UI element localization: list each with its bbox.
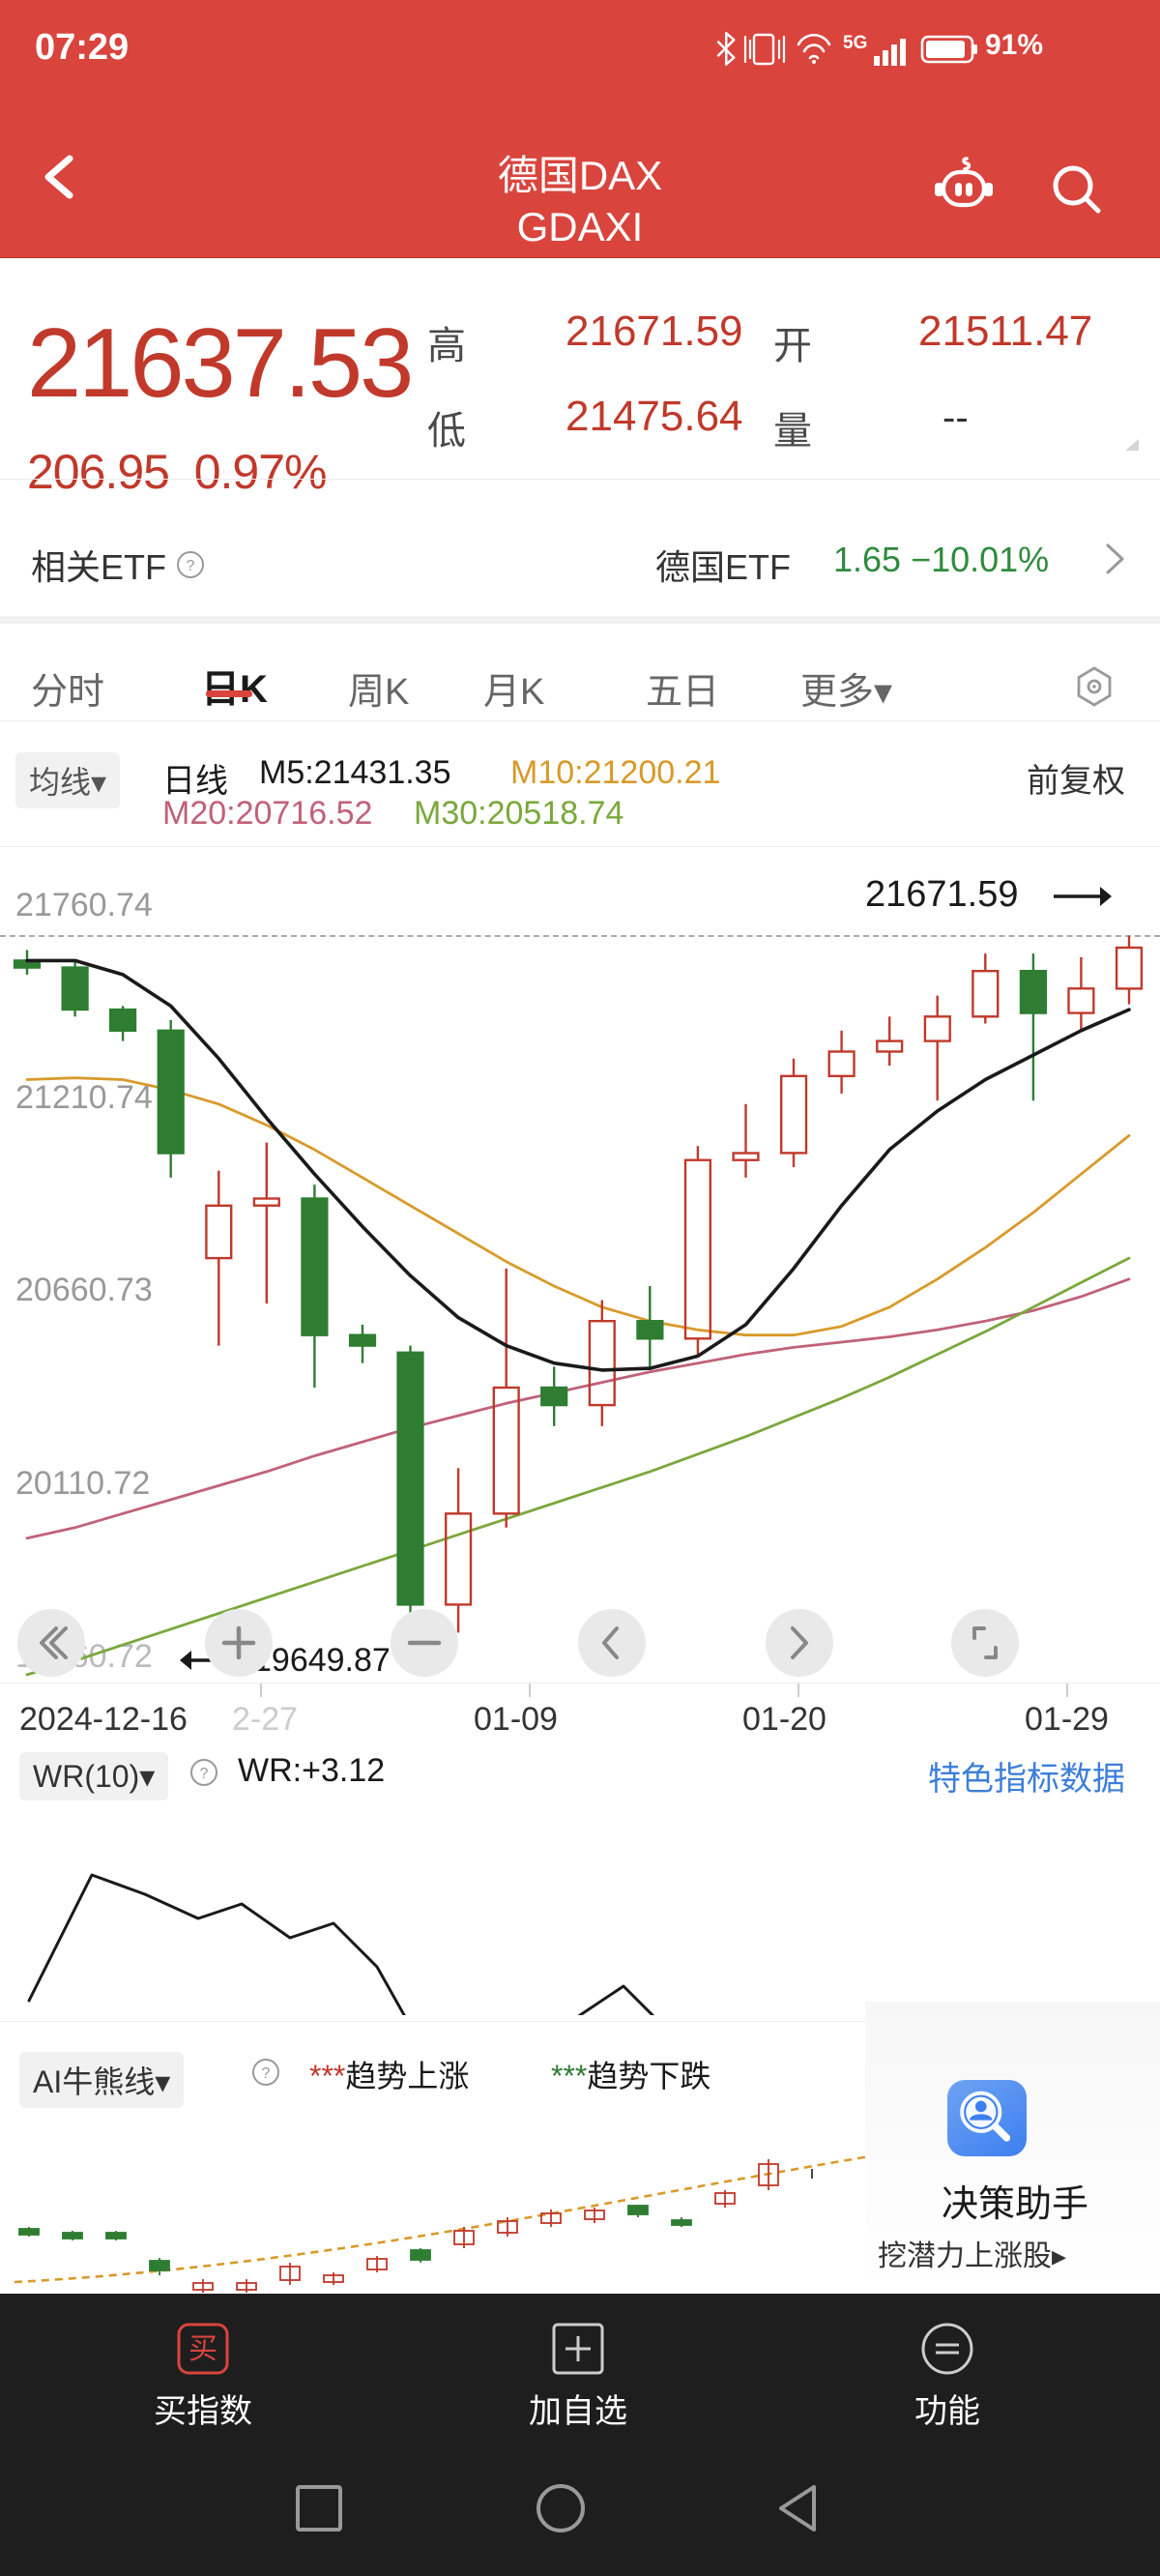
svg-text:?: ? — [200, 1766, 209, 1782]
svg-text:5G: 5G — [843, 33, 867, 53]
svg-text:91%: 91% — [985, 29, 1043, 61]
svg-text:买: 买 — [188, 2333, 218, 2365]
svg-text:?: ? — [187, 558, 195, 574]
svg-text:?: ? — [262, 2065, 271, 2082]
